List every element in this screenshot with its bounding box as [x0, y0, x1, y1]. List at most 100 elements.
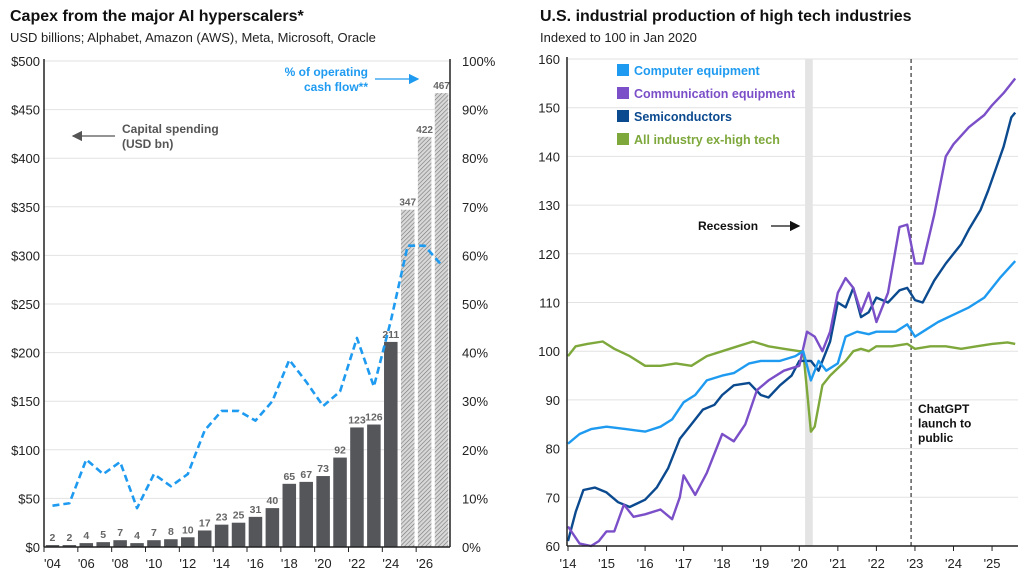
x-tick-label: '18 — [714, 556, 731, 571]
y-left-tick-label: $400 — [11, 151, 40, 166]
y-tick-label: 130 — [538, 198, 560, 213]
legend-label: Communication equipment — [634, 87, 796, 101]
y-tick-label: 150 — [538, 101, 560, 116]
capex-bar — [333, 457, 347, 547]
x-tick-label: '17 — [675, 556, 692, 571]
ocf-annotation-line2: cash flow** — [304, 80, 368, 94]
y-tick-label: 110 — [539, 296, 560, 311]
recession-band — [805, 59, 813, 546]
capex-bar — [265, 508, 280, 547]
capex-data-label: 31 — [250, 504, 262, 516]
x-tick-label: '23 — [906, 556, 923, 571]
y-tick-label: 120 — [538, 247, 560, 262]
capex-bar — [282, 483, 297, 547]
y-tick-label: 140 — [538, 149, 560, 164]
x-tick-label: '20 — [315, 556, 332, 571]
chatgpt-annotation-line: ChatGPT — [918, 402, 970, 416]
x-tick-label: '10 — [145, 556, 162, 571]
capex-data-label: 347 — [399, 198, 416, 209]
capex-annotation-line2: (USD bn) — [122, 137, 173, 151]
legend-swatch-icon — [617, 110, 629, 122]
capex-data-label: 10 — [182, 524, 194, 536]
x-tick-label: '16 — [247, 556, 264, 571]
left-chart-subtitle: USD billions; Alphabet, Amazon (AWS), Me… — [10, 30, 376, 45]
capex-data-label: 7 — [151, 527, 157, 539]
capex-data-label: 2 — [50, 532, 56, 544]
y-left-tick-label: $350 — [11, 200, 40, 215]
capex-bar — [113, 540, 127, 547]
y-tick-label: 160 — [538, 52, 560, 67]
legend-label: Computer equipment — [634, 64, 761, 78]
capex-data-label: 23 — [216, 512, 228, 524]
capex-bar — [96, 542, 110, 547]
capex-data-label: 73 — [317, 463, 329, 475]
y-left-tick-label: $150 — [11, 394, 40, 409]
capex-bar — [214, 524, 229, 547]
x-tick-label: '21 — [829, 556, 846, 571]
capex-bar — [130, 543, 144, 547]
x-tick-label: '08 — [112, 556, 129, 571]
capex-bar — [316, 476, 330, 547]
y-right-tick-label: 90% — [462, 103, 488, 118]
legend-swatch-icon — [617, 87, 629, 99]
capex-bar — [197, 530, 212, 547]
x-tick-label: '06 — [78, 556, 95, 571]
chatgpt-annotation-line: launch to — [918, 417, 971, 431]
y-left-tick-label: $100 — [11, 443, 40, 458]
capex-data-label: 5 — [100, 529, 106, 541]
capex-data-label: 67 — [300, 469, 312, 481]
y-right-tick-label: 80% — [462, 151, 488, 166]
legend-label: Semiconductors — [634, 110, 732, 124]
capex-data-label: 467 — [433, 81, 450, 92]
series-line-communication-equipment — [567, 77, 1017, 548]
capex-bar — [62, 545, 77, 547]
capex-bar — [434, 93, 449, 548]
x-tick-label: '14 — [560, 556, 577, 571]
legend-swatch-icon — [617, 133, 629, 145]
capex-annotation-line1: Capital spending — [122, 122, 219, 136]
left-chart: $0 $50 $100 $150 $200 $250 $300 $350 $400 $450 $50… — [11, 54, 496, 571]
capex-bar — [248, 516, 263, 547]
x-tick-label: '14 — [213, 556, 230, 571]
series-line-all-industry-ex-high-tech — [567, 340, 1016, 433]
capex-bar — [147, 540, 161, 547]
right-chart-subtitle: Indexed to 100 in Jan 2020 — [540, 30, 697, 45]
capex-bar — [367, 424, 381, 547]
ocf-annotation-line1: % of operating — [285, 65, 368, 79]
y-left-tick-label: $200 — [11, 346, 40, 361]
capex-data-label: 8 — [168, 526, 174, 538]
right-chart: 60 70 80 90 100 110 120 130 140 150 160 '14 '15 '16 '1… — [538, 52, 1018, 571]
series-line-semiconductors — [566, 111, 1017, 542]
y-right-tick-label: 20% — [462, 443, 488, 458]
capex-data-label: 422 — [416, 125, 433, 136]
capex-bar — [79, 543, 94, 547]
x-tick-label: '22 — [348, 556, 365, 571]
x-tick-label: '24 — [945, 556, 962, 571]
ocf-share-line — [52, 244, 443, 510]
capex-data-label: 4 — [83, 530, 89, 542]
y-tick-label: 60 — [546, 539, 560, 554]
capex-bar — [350, 427, 364, 547]
y-right-tick-label: 30% — [462, 394, 488, 409]
capex-data-label: 25 — [233, 510, 245, 522]
y-right-tick-label: 60% — [462, 248, 488, 263]
capex-data-label: 92 — [334, 445, 346, 457]
y-tick-label: 90 — [546, 393, 560, 408]
y-left-tick-label: $450 — [11, 103, 40, 118]
series-line-computer-equipment — [567, 260, 1017, 445]
right-chart-title: U.S. industrial production of high tech … — [540, 8, 912, 25]
y-right-tick-label: 50% — [462, 297, 488, 312]
y-right-tick-label: 0% — [462, 540, 481, 555]
capex-bar — [164, 539, 178, 547]
y-tick-label: 70 — [546, 490, 560, 505]
left-chart-title: Capex from the major AI hyperscalers* — [10, 8, 304, 25]
y-left-tick-label: $0 — [26, 540, 40, 555]
capex-data-label: 7 — [117, 527, 123, 539]
capex-data-label: 2 — [66, 532, 72, 544]
y-right-tick-label: 100% — [462, 54, 496, 69]
y-tick-label: 80 — [546, 442, 560, 457]
legend-swatch-icon — [617, 64, 629, 76]
capex-bar — [181, 537, 195, 547]
x-tick-label: '18 — [281, 556, 298, 571]
